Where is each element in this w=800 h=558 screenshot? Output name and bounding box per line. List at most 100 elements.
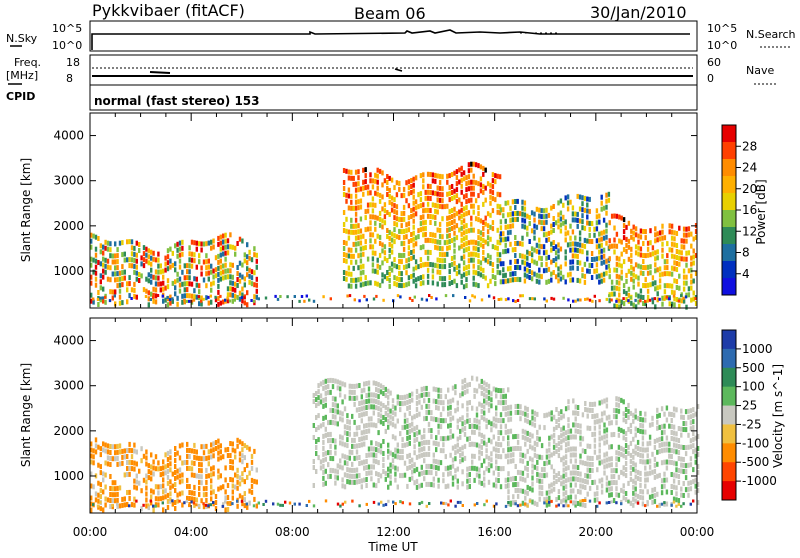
heatmap-cell (624, 437, 628, 442)
heatmap-cell (413, 468, 416, 474)
heatmap-cell (533, 223, 536, 229)
heatmap-cell (682, 415, 685, 420)
x-axis-label: Time UT (367, 540, 418, 554)
heatmap-cell (106, 258, 110, 264)
heatmap-cell (121, 252, 124, 258)
heatmap-cell (413, 295, 416, 299)
heatmap-cell (343, 454, 347, 460)
heatmap-cell (402, 234, 406, 240)
heatmap-cell (250, 269, 254, 275)
heatmap-cell (598, 454, 601, 460)
heatmap-cell (444, 466, 447, 472)
heatmap-cell (462, 212, 466, 218)
heatmap-cell (147, 260, 150, 266)
heatmap-cell (238, 290, 242, 296)
heatmap-cell (414, 175, 418, 181)
heatmap-cell (496, 191, 499, 197)
heatmap-cell (538, 267, 541, 273)
heatmap-cell (458, 263, 461, 269)
heatmap-cell (629, 296, 632, 300)
heatmap-cell (200, 474, 203, 480)
heatmap-cell (507, 471, 510, 477)
heatmap-cell (308, 298, 311, 302)
heatmap-cell (186, 287, 189, 293)
heatmap-cell (557, 218, 560, 224)
heatmap-cell (346, 473, 349, 479)
heatmap-cell (622, 495, 625, 501)
heatmap-cell (387, 412, 390, 418)
heatmap-cell (396, 448, 399, 454)
heatmap-cell (424, 261, 427, 267)
heatmap-cell (644, 301, 647, 307)
heatmap-cell (365, 429, 368, 434)
heatmap-cell (694, 447, 697, 453)
heatmap-cell (540, 226, 543, 232)
heatmap-cell (555, 443, 558, 448)
velocity-heatmap (90, 375, 700, 513)
heatmap-cell (472, 191, 475, 197)
heatmap-cell (246, 462, 249, 468)
heatmap-cell (183, 281, 186, 287)
heatmap-cell (364, 173, 367, 179)
heatmap-cell (639, 288, 643, 294)
heatmap-cell (524, 417, 527, 423)
heatmap-cell (217, 253, 220, 259)
heatmap-cell (236, 283, 239, 288)
heatmap-cell (250, 477, 254, 483)
heatmap-cell (569, 458, 573, 464)
station-title: Pykkvibaer (fitACF) (92, 1, 245, 20)
heatmap-cell (615, 213, 619, 219)
heatmap-cell (630, 258, 633, 264)
heatmap-cell (111, 498, 114, 504)
heatmap-cell (465, 193, 468, 199)
heatmap-cell (482, 267, 485, 273)
heatmap-cell (690, 279, 693, 285)
heatmap-cell (431, 238, 435, 244)
heatmap-cell (94, 264, 98, 270)
heatmap-cell (140, 506, 143, 512)
heatmap-cell (632, 466, 635, 472)
heatmap-cell (210, 472, 213, 478)
heatmap-cell (408, 428, 411, 434)
heatmap-cell (646, 500, 649, 504)
heatmap-cell (357, 181, 360, 187)
heatmap-cell (329, 389, 332, 395)
heatmap-cell (581, 225, 584, 231)
heatmap-cell (353, 298, 356, 302)
heatmap-cell (576, 405, 580, 410)
heatmap-cell (111, 456, 114, 462)
heatmap-cell (600, 411, 604, 417)
heatmap-cell (210, 239, 213, 245)
heatmap-cell (677, 480, 681, 485)
heatmap-cell (436, 257, 439, 263)
heatmap-cell (355, 467, 359, 473)
heatmap-cell (670, 223, 674, 229)
heatmap-cell (411, 469, 414, 475)
heatmap-cell (492, 470, 495, 476)
heatmap-cell (490, 403, 493, 409)
heatmap-cell (386, 234, 389, 239)
heatmap-cell (479, 266, 483, 272)
heatmap-cell (545, 412, 549, 418)
heatmap-cell (432, 452, 435, 458)
heatmap-cell (690, 297, 693, 303)
heatmap-cell (600, 489, 604, 495)
heatmap-cell (466, 382, 469, 388)
heatmap-cell (432, 416, 435, 422)
heatmap-cell (564, 406, 568, 412)
heatmap-cell (492, 482, 495, 488)
heatmap-cell (598, 231, 601, 237)
heatmap-cell (389, 462, 392, 468)
heatmap-cell (104, 502, 107, 508)
heatmap-cell (489, 254, 492, 260)
heatmap-cell (479, 230, 483, 236)
heatmap-cell (150, 249, 153, 255)
heatmap-cell (646, 264, 650, 270)
heatmap-cell (212, 447, 215, 453)
heatmap-cell (383, 208, 387, 214)
heatmap-cell (231, 477, 234, 483)
heatmap-cell (348, 419, 351, 425)
heatmap-cell (511, 277, 515, 283)
heatmap-cell (219, 252, 222, 258)
heatmap-cell (552, 438, 556, 444)
